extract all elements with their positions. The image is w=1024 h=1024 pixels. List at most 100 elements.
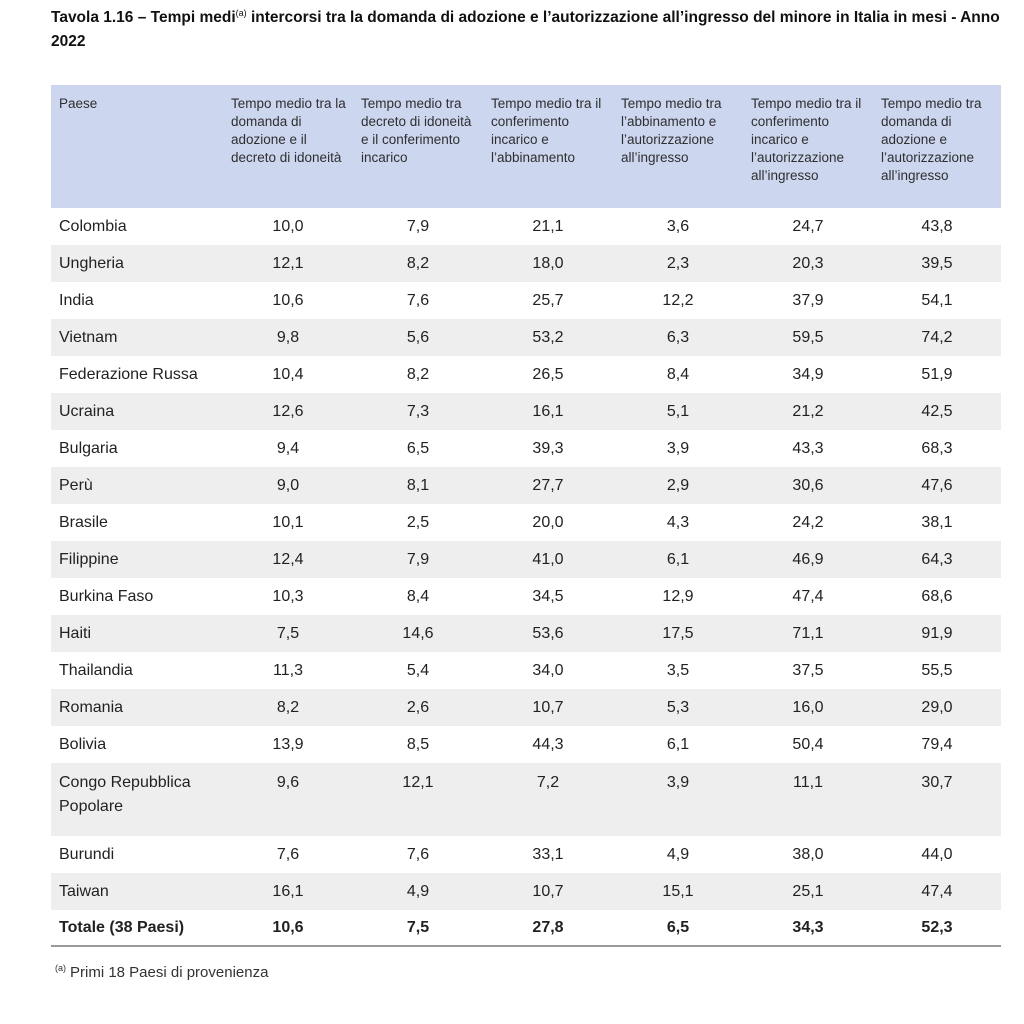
value-cell: 7,9 [406, 217, 430, 235]
footnote: (a) Primi 18 Paesi di provenienza [55, 964, 269, 982]
value-cell: 10,6 [223, 910, 353, 947]
header-domanda-decreto: Tempo medio tra la domanda di adozione e… [223, 85, 353, 208]
value-cell: 38,0 [792, 845, 824, 863]
value-cell: 10,3 [272, 587, 304, 605]
value-cell: 37,9 [792, 291, 824, 309]
value-cell: 3,5 [666, 661, 690, 679]
value-cell: 5,4 [406, 661, 430, 679]
value-cell: 29,0 [873, 689, 1001, 726]
value-cell: 8,4 [406, 587, 430, 605]
value-cell: 18,0 [483, 245, 613, 282]
value-cell: 34,0 [532, 661, 564, 679]
value-cell: 16,0 [743, 689, 873, 726]
value-cell: 25,1 [743, 873, 873, 910]
value-cell: 6,1 [666, 735, 690, 753]
value-cell: 7,6 [406, 291, 430, 309]
value-cell: 10,1 [272, 513, 304, 531]
value-cell: 38,1 [921, 513, 953, 531]
value-cell: 3,9 [666, 439, 690, 457]
table-row: Perù 9,0 8,1 27,7 2,9 30,6 47,6 [51, 467, 1001, 504]
value-cell: 12,9 [662, 587, 694, 605]
value-cell: 8,2 [223, 689, 353, 726]
value-cell: 11,1 [743, 763, 873, 836]
table-row: India 10,6 7,6 25,7 12,2 37,9 54,1 [51, 282, 1001, 319]
table-row: Romania 8,2 2,6 10,7 5,3 16,0 29,0 [51, 689, 1001, 726]
table-row: Ucraina 12,6 7,3 16,1 5,1 21,2 42,5 [51, 393, 1001, 430]
value-cell: 4,9 [353, 873, 483, 910]
table-title: Tavola 1.16 – Tempi medi(a) intercorsi t… [51, 6, 1011, 54]
value-cell: 15,1 [613, 873, 743, 910]
value-cell: 3,9 [613, 763, 743, 836]
value-cell: 34,3 [743, 910, 873, 947]
title-suffix: intercorsi tra la domanda di adozione e … [51, 9, 1000, 50]
value-cell: 9,0 [223, 467, 353, 504]
value-cell: 42,5 [873, 393, 1001, 430]
total-row: Totale (38 Paesi) 10,6 7,5 27,8 6,5 34,3 52,3 [51, 910, 1001, 947]
country-cell: Haiti [51, 615, 223, 652]
value-cell: 34,9 [792, 365, 824, 383]
value-cell: 27,8 [483, 910, 613, 947]
value-cell: 39,5 [873, 245, 1001, 282]
value-cell: 21,1 [532, 217, 564, 235]
title-prefix: Tavola 1.16 – Tempi medi [51, 9, 236, 26]
value-cell: 59,5 [743, 319, 873, 356]
table-row: Bulgaria 9,4 6,5 39,3 3,9 43,3 68,3 [51, 430, 1001, 467]
value-cell: 50,4 [792, 735, 824, 753]
country-cell: India [59, 291, 94, 309]
header-incarico-abbinamento: Tempo medio tra il conferimento incarico… [483, 85, 613, 208]
value-cell: 25,7 [532, 291, 564, 309]
value-cell: 7,6 [276, 845, 300, 863]
table-row: Colombia 10,0 7,9 21,1 3,6 24,7 43,8 [51, 208, 1001, 245]
value-cell: 54,1 [921, 291, 953, 309]
value-cell: 43,3 [792, 439, 824, 457]
value-cell: 2,3 [613, 245, 743, 282]
country-cell: Burundi [59, 845, 115, 863]
footnote-text: Primi 18 Paesi di provenienza [70, 964, 269, 981]
value-cell: 5,1 [613, 393, 743, 430]
value-cell: 33,1 [532, 845, 564, 863]
value-cell: 16,1 [483, 393, 613, 430]
country-cell: Bolivia [59, 735, 107, 753]
country-cell: Brasile [59, 513, 108, 531]
value-cell: 9,4 [276, 439, 300, 457]
table-row: Bolivia 13,9 8,5 44,3 6,1 50,4 79,4 [51, 726, 1001, 763]
table-header-row: Paese Tempo medio tra la domanda di adoz… [51, 85, 1001, 208]
value-cell: 44,3 [532, 735, 564, 753]
value-cell: 10,0 [272, 217, 304, 235]
value-cell: 51,9 [921, 365, 953, 383]
value-cell: 39,3 [532, 439, 564, 457]
value-cell: 26,5 [532, 365, 564, 383]
value-cell: 24,2 [792, 513, 824, 531]
value-cell: 8,5 [406, 735, 430, 753]
header-decreto-incarico: Tempo medio tra decreto di idoneità e il… [353, 85, 483, 208]
header-paese: Paese [51, 85, 223, 208]
title-superscript: (a) [235, 7, 247, 18]
country-cell: Federazione Russa [59, 365, 198, 383]
value-cell: 14,6 [353, 615, 483, 652]
value-cell: 12,2 [662, 291, 694, 309]
value-cell: 21,2 [743, 393, 873, 430]
value-cell: 6,3 [613, 319, 743, 356]
table-row: Thailandia 11,3 5,4 34,0 3,5 37,5 55,5 [51, 652, 1001, 689]
value-cell: 11,3 [273, 661, 303, 679]
value-cell: 17,5 [613, 615, 743, 652]
value-cell: 10,7 [483, 689, 613, 726]
value-cell: 12,1 [223, 245, 353, 282]
value-cell: 13,9 [272, 735, 304, 753]
value-cell: 91,9 [873, 615, 1001, 652]
country-cell: Totale (38 Paesi) [51, 910, 223, 947]
value-cell: 46,9 [743, 541, 873, 578]
value-cell: 10,4 [272, 365, 304, 383]
value-cell: 20,0 [532, 513, 564, 531]
value-cell: 10,7 [483, 873, 613, 910]
value-cell: 6,5 [406, 439, 430, 457]
value-cell: 2,5 [406, 513, 430, 531]
value-cell: 64,3 [873, 541, 1001, 578]
value-cell: 7,2 [483, 763, 613, 836]
value-cell: 8,2 [406, 365, 430, 383]
country-cell: Burkina Faso [59, 587, 154, 605]
table-row: Filippine 12,4 7,9 41,0 6,1 46,9 64,3 [51, 541, 1001, 578]
value-cell: 79,4 [921, 735, 953, 753]
value-cell: 6,5 [613, 910, 743, 947]
country-cell: Perù [51, 467, 223, 504]
